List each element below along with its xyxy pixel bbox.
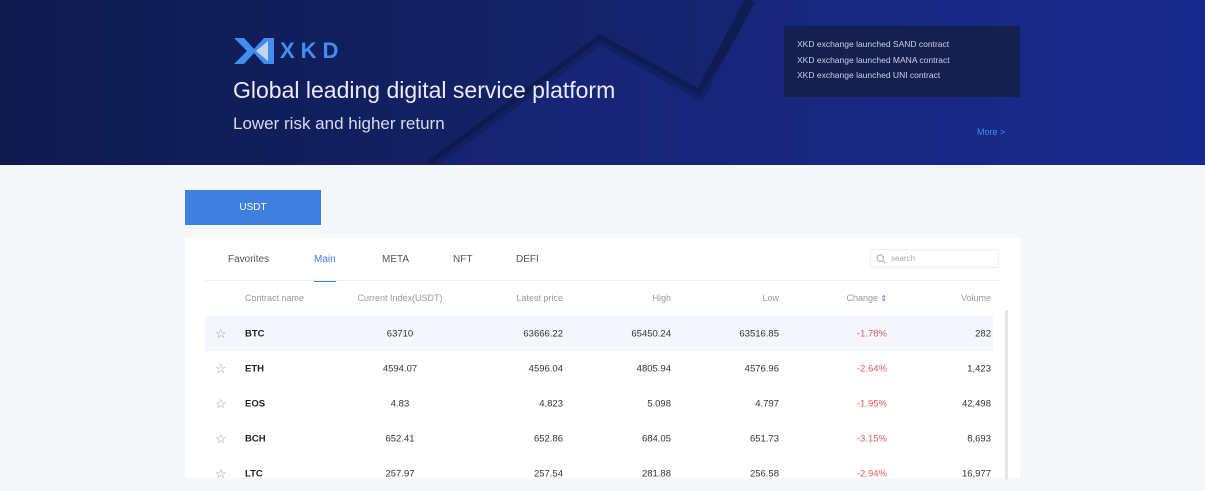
more-link[interactable]: More >: [977, 127, 1006, 137]
latest-price: 63666.22: [523, 328, 563, 339]
star-icon[interactable]: ☆: [215, 465, 227, 481]
search-icon: [876, 253, 886, 264]
volume: 16,977: [961, 468, 991, 479]
contract-name: BCH: [245, 433, 266, 444]
contract-name: EOS: [245, 398, 266, 409]
star-icon[interactable]: ☆: [215, 325, 227, 341]
logo-mark-icon: [234, 38, 274, 64]
divider: [205, 280, 1000, 281]
latest-price: 4596.04: [528, 363, 563, 374]
news-item[interactable]: XKD exchange launched UNI contract: [797, 70, 941, 80]
market-table-card: Favorites Main META NFT DEFI search Cont…: [185, 238, 1020, 481]
col-low: Low: [762, 293, 779, 303]
tab-main[interactable]: Main: [314, 254, 336, 282]
table-row[interactable]: ☆ BCH 652.41 652.86 684.05 651.73 -3.15%…: [215, 430, 991, 446]
latest-price: 4.823: [539, 398, 563, 409]
star-icon[interactable]: ☆: [215, 360, 227, 376]
high-price: 281.88: [641, 468, 671, 479]
news-item[interactable]: XKD exchange launched SAND contract: [797, 39, 950, 49]
change-percent: -3.15%: [856, 433, 887, 444]
banner-subtitle: Lower risk and higher return: [233, 114, 445, 133]
high-price: 65450.24: [631, 328, 671, 339]
change-percent: -2.94%: [856, 468, 887, 479]
latest-price: 652.86: [533, 433, 563, 444]
search-input[interactable]: search: [870, 249, 999, 268]
table-row[interactable]: ☆ BTC 63710 63666.22 65450.24 63516.85 -…: [205, 316, 993, 351]
volume: 8,693: [967, 433, 991, 444]
search-placeholder: search: [891, 254, 916, 263]
star-icon[interactable]: ☆: [215, 430, 227, 446]
col-change[interactable]: Change ⇕: [846, 293, 887, 303]
low-price: 4576.96: [744, 363, 779, 374]
col-volume: Volume: [960, 293, 991, 303]
table-row[interactable]: ☆ LTC 257.97 257.54 281.88 256.58 -2.94%…: [215, 465, 991, 481]
latest-price: 257.54: [533, 468, 563, 479]
scrollbar[interactable]: [1005, 310, 1008, 480]
high-price: 684.05: [641, 433, 671, 444]
change-percent: -1.78%: [856, 328, 887, 339]
volume: 282: [975, 328, 991, 339]
contract-name: LTC: [245, 468, 263, 479]
high-price: 4805.94: [636, 363, 671, 374]
low-price: 4.797: [755, 398, 779, 409]
col-latest-price: Latest price: [516, 293, 563, 303]
brand-logo: XKD: [234, 38, 344, 64]
low-price: 651.73: [749, 433, 779, 444]
usdt-market-button[interactable]: USDT: [185, 190, 321, 225]
sort-icon[interactable]: ⇕: [878, 294, 887, 303]
low-price: 63516.85: [739, 328, 779, 339]
high-price: 5.098: [647, 398, 671, 409]
change-percent: -1.95%: [856, 398, 887, 409]
table-row[interactable]: ☆ EOS 4.83 4.823 5.098 4.797 -1.95% 42,4…: [215, 395, 991, 411]
news-panel: XKD exchange launched SAND contract XKD …: [784, 26, 1020, 97]
col-contract-name: Contract name: [245, 293, 305, 303]
low-price: 256.58: [749, 468, 779, 479]
col-high: High: [652, 293, 671, 303]
news-item[interactable]: XKD exchange launched MANA contract: [797, 54, 950, 65]
volume: 42,498: [961, 398, 991, 409]
brand-name: XKD: [280, 38, 345, 63]
change-percent: -2.64%: [856, 363, 887, 374]
contract-name: BTC: [245, 328, 265, 339]
tab-meta[interactable]: META: [382, 254, 410, 265]
tab-defi[interactable]: DEFI: [516, 254, 539, 265]
volume: 1,423: [967, 363, 991, 374]
table-row[interactable]: ☆ ETH 4594.07 4596.04 4805.94 4576.96 -2…: [215, 360, 991, 376]
hero-banner: XKD Global leading digital service platf…: [0, 0, 1205, 165]
contract-name: ETH: [245, 363, 264, 374]
banner-title: Global leading digital service platform: [233, 77, 616, 103]
tab-nft[interactable]: NFT: [453, 254, 473, 265]
tab-favorites[interactable]: Favorites: [228, 254, 270, 265]
star-icon[interactable]: ☆: [215, 395, 227, 411]
